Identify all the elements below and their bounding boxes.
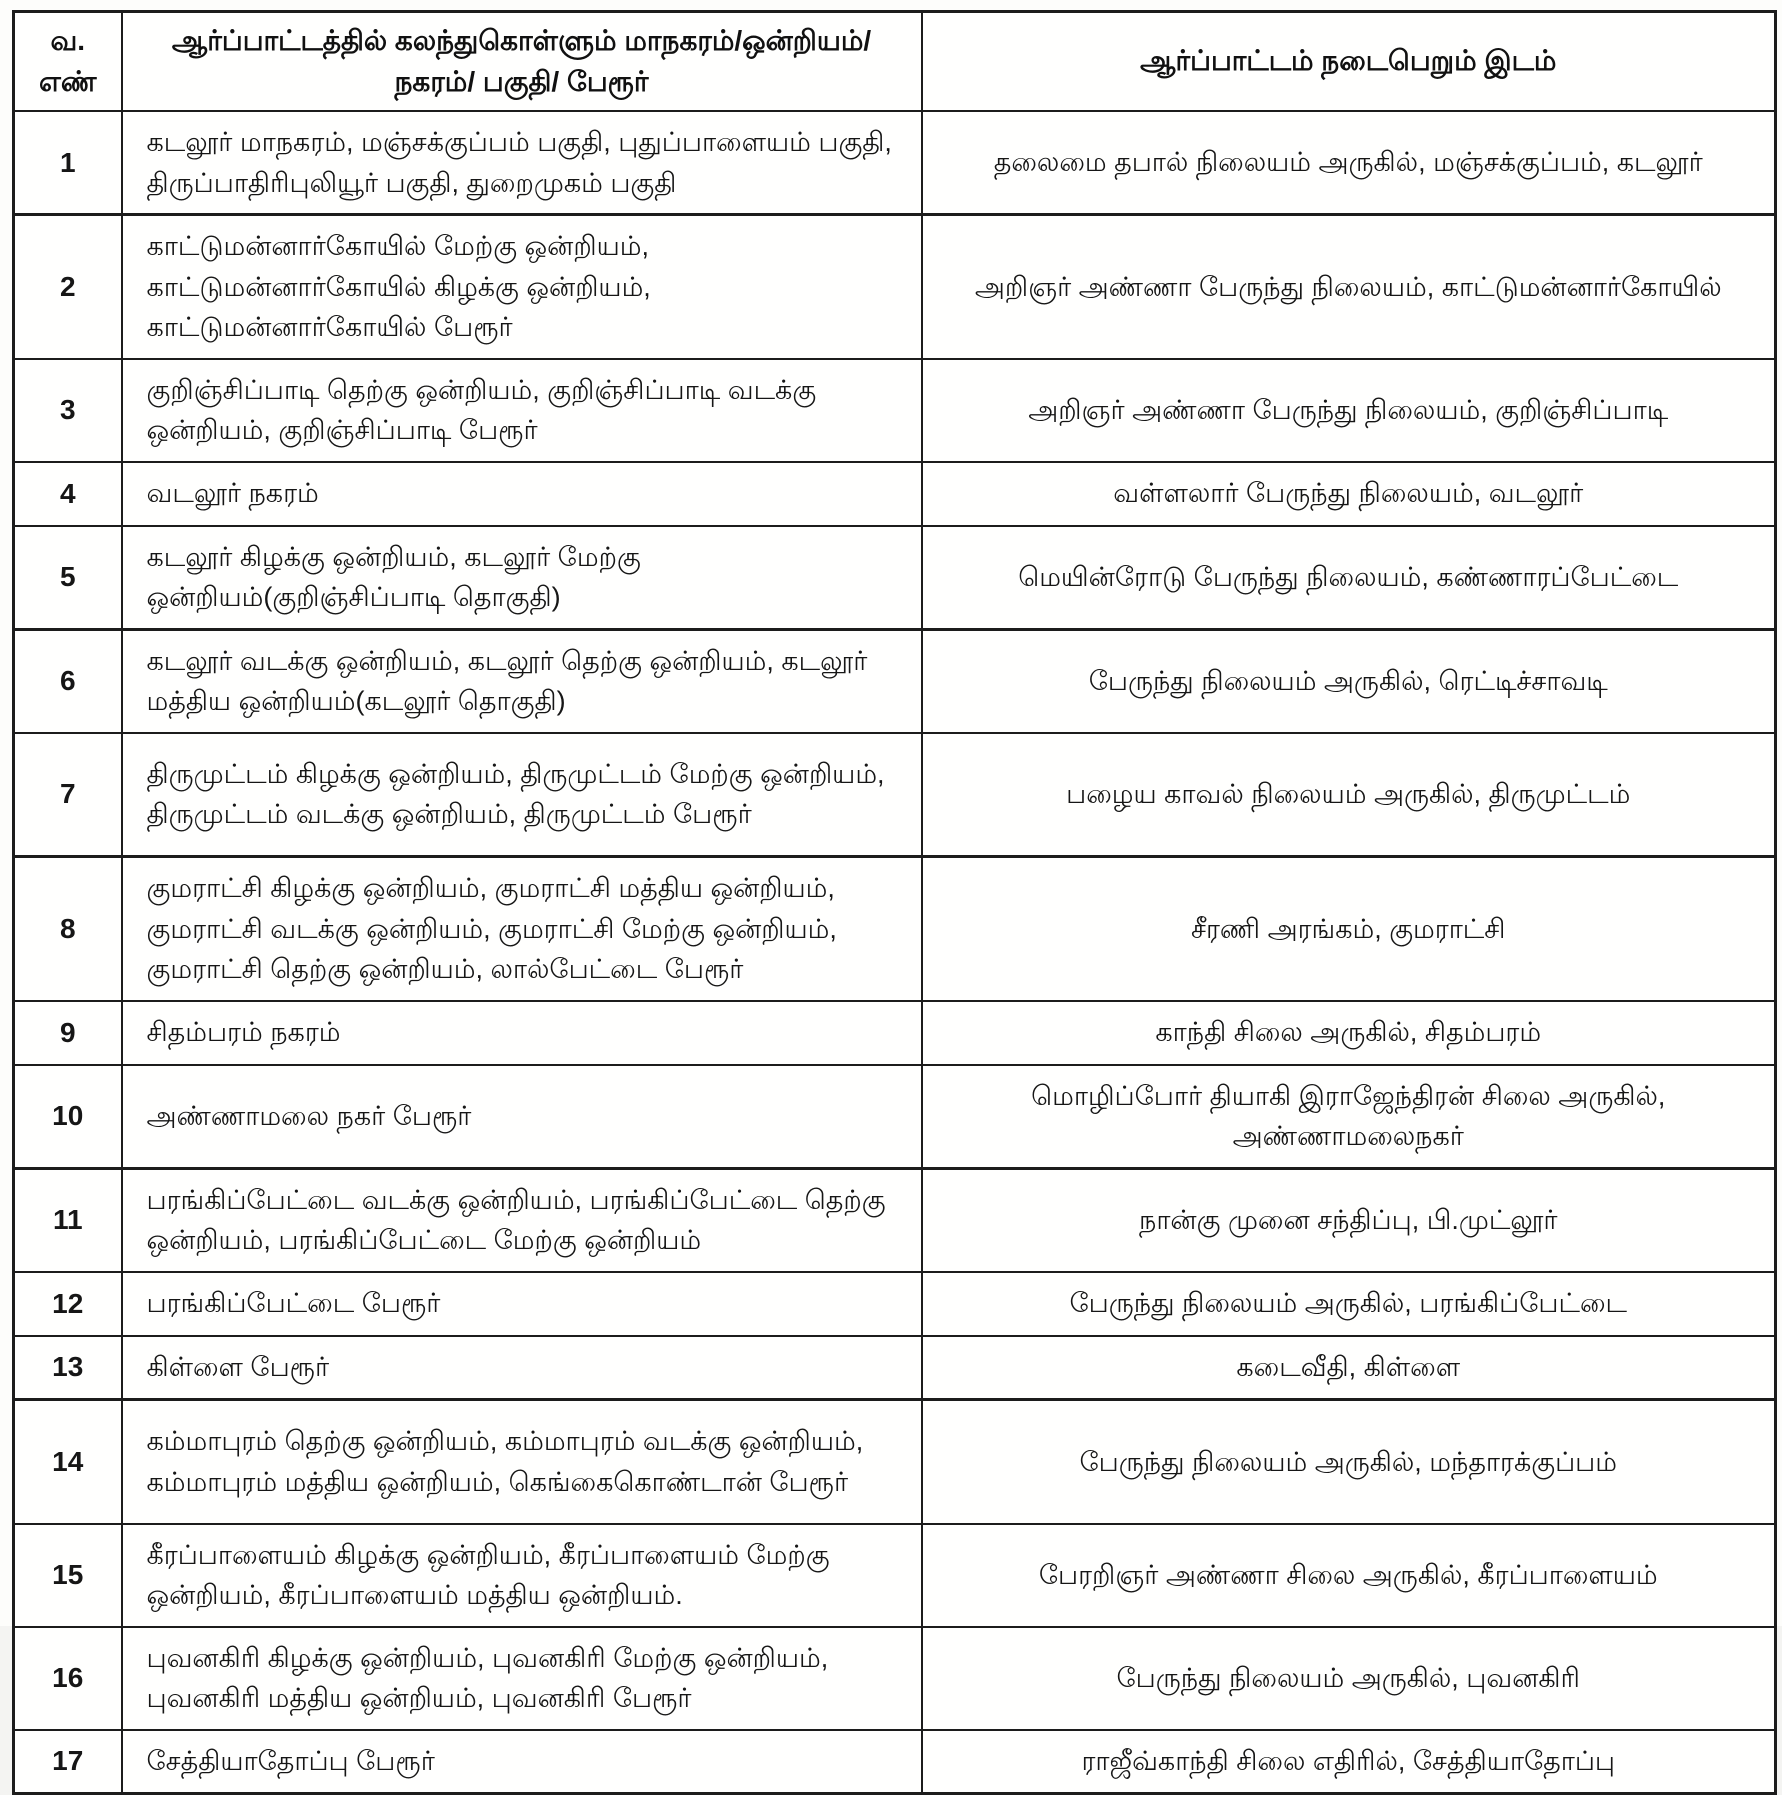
protest-venue: பேருந்து நிலையம் அருகில், புவனகிரி xyxy=(920,1625,1777,1731)
participating-areas: பரங்கிப்பேட்டை வடக்கு ஒன்றியம், பரங்கிப்… xyxy=(120,1166,923,1273)
protest-venue: பேருந்து நிலையம் அருகில், ரெட்டிச்சாவடி xyxy=(920,627,1777,734)
table-row: 5 கடலூர் கிழக்கு ஒன்றியம், கடலூர் மேற்கு… xyxy=(12,524,1777,631)
protest-venue: மெயின்ரோடு பேருந்து நிலையம், கண்ணாரப்பேட… xyxy=(920,524,1777,631)
participating-areas: அண்ணாமலை நகர் பேரூர் xyxy=(120,1063,923,1170)
serial-number: 2 xyxy=(12,213,123,360)
protest-venue: காந்தி சிலை அருகில், சிதம்பரம் xyxy=(920,999,1777,1066)
table-row: 10 அண்ணாமலை நகர் பேரூர் மொழிப்போர் தியாக… xyxy=(12,1063,1777,1170)
protest-venue: அறிஞர் அண்ணா பேருந்து நிலையம், குறிஞ்சிப… xyxy=(920,357,1777,463)
serial-number: 7 xyxy=(12,731,123,858)
protest-venue: பேருந்து நிலையம் அருகில், மந்தாரக்குப்பம… xyxy=(920,1398,1777,1525)
protest-schedule-table: வ. எண் ஆர்ப்பாட்டத்தில் கலந்துகொள்ளும் ம… xyxy=(12,10,1777,1795)
table-row: 12 பரங்கிப்பேட்டை பேரூர் பேருந்து நிலையம… xyxy=(12,1270,1777,1337)
scanned-document-page: வ. எண் ஆர்ப்பாட்டத்தில் கலந்துகொள்ளும் ம… xyxy=(12,10,1777,1795)
serial-number: 1 xyxy=(12,110,123,216)
serial-number: 6 xyxy=(12,627,123,734)
table-row: 4 வடலூர் நகரம் வள்ளலார் பேருந்து நிலையம்… xyxy=(12,460,1777,527)
participating-areas: காட்டுமன்னார்கோயில் மேற்கு ஒன்றியம், காட… xyxy=(120,213,923,360)
table-row: 9 சிதம்பரம் நகரம் காந்தி சிலை அருகில், ச… xyxy=(12,999,1777,1066)
table-row: 11 பரங்கிப்பேட்டை வடக்கு ஒன்றியம், பரங்க… xyxy=(12,1166,1777,1273)
table-row: 14 கம்மாபுரம் தெற்கு ஒன்றியம், கம்மாபுரம… xyxy=(12,1398,1777,1525)
serial-number: 4 xyxy=(12,460,123,527)
protest-venue: பழைய காவல் நிலையம் அருகில், திருமுட்டம் xyxy=(920,731,1777,858)
serial-number: 14 xyxy=(12,1398,123,1525)
participating-areas: கம்மாபுரம் தெற்கு ஒன்றியம், கம்மாபுரம் வ… xyxy=(120,1398,923,1525)
header-serial-number: வ. எண் xyxy=(12,10,123,113)
participating-areas: கடலூர் கிழக்கு ஒன்றியம், கடலூர் மேற்கு ஒ… xyxy=(120,524,923,631)
participating-areas: கிள்ளை பேரூர் xyxy=(120,1334,923,1401)
participating-areas: புவனகிரி கிழக்கு ஒன்றியம், புவனகிரி மேற்… xyxy=(120,1625,923,1731)
table-row: 17 சேத்தியாதோப்பு பேரூர் ராஜீவ்காந்தி சி… xyxy=(12,1728,1777,1795)
participating-areas: குறிஞ்சிப்பாடி தெற்கு ஒன்றியம், குறிஞ்சி… xyxy=(120,357,923,463)
table-row: 7 திருமுட்டம் கிழக்கு ஒன்றியம், திருமுட்… xyxy=(12,731,1777,858)
table-row: 1 கடலூர் மாநகரம், மஞ்சக்குப்பம் பகுதி, ப… xyxy=(12,110,1777,216)
protest-venue: நான்கு முனை சந்திப்பு, பி.முட்லூர் xyxy=(920,1166,1777,1273)
table-row: 13 கிள்ளை பேரூர் கடைவீதி, கிள்ளை xyxy=(12,1334,1777,1401)
serial-number: 16 xyxy=(12,1625,123,1731)
protest-venue: பேரறிஞர் அண்ணா சிலை அருகில், கீரப்பாளையம… xyxy=(920,1522,1777,1628)
serial-number: 12 xyxy=(12,1270,123,1337)
protest-venue: மொழிப்போர் தியாகி இராஜேந்திரன் சிலை அருக… xyxy=(920,1063,1777,1170)
table-row: 8 குமராட்சி கிழக்கு ஒன்றியம், குமராட்சி … xyxy=(12,855,1777,1002)
table-row: 6 கடலூர் வடக்கு ஒன்றியம், கடலூர் தெற்கு … xyxy=(12,627,1777,734)
table-row: 16 புவனகிரி கிழக்கு ஒன்றியம், புவனகிரி ம… xyxy=(12,1625,1777,1731)
serial-number: 10 xyxy=(12,1063,123,1170)
serial-number: 15 xyxy=(12,1522,123,1628)
protest-venue: சீரணி அரங்கம், குமராட்சி xyxy=(920,855,1777,1002)
serial-number: 8 xyxy=(12,855,123,1002)
serial-number: 3 xyxy=(12,357,123,463)
participating-areas: வடலூர் நகரம் xyxy=(120,460,923,527)
serial-number: 11 xyxy=(12,1166,123,1273)
participating-areas: கீரப்பாளையம் கிழக்கு ஒன்றியம், கீரப்பாளை… xyxy=(120,1522,923,1628)
table-row: 15 கீரப்பாளையம் கிழக்கு ஒன்றியம், கீரப்ப… xyxy=(12,1522,1777,1628)
protest-venue: கடைவீதி, கிள்ளை xyxy=(920,1334,1777,1401)
protest-venue: பேருந்து நிலையம் அருகில், பரங்கிப்பேட்டை xyxy=(920,1270,1777,1337)
serial-number: 5 xyxy=(12,524,123,631)
table-row: 2 காட்டுமன்னார்கோயில் மேற்கு ஒன்றியம், க… xyxy=(12,213,1777,360)
protest-venue: ராஜீவ்காந்தி சிலை எதிரில், சேத்தியாதோப்ப… xyxy=(920,1728,1777,1795)
serial-number: 9 xyxy=(12,999,123,1066)
participating-areas: திருமுட்டம் கிழக்கு ஒன்றியம், திருமுட்டம… xyxy=(120,731,923,858)
header-protest-venue: ஆர்ப்பாட்டம் நடைபெறும் இடம் xyxy=(920,10,1777,113)
participating-areas: குமராட்சி கிழக்கு ஒன்றியம், குமராட்சி மத… xyxy=(120,855,923,1002)
participating-areas: சிதம்பரம் நகரம் xyxy=(120,999,923,1066)
protest-venue: வள்ளலார் பேருந்து நிலையம், வடலூர் xyxy=(920,460,1777,527)
participating-areas: கடலூர் மாநகரம், மஞ்சக்குப்பம் பகுதி, புத… xyxy=(120,110,923,216)
table-header-row: வ. எண் ஆர்ப்பாட்டத்தில் கலந்துகொள்ளும் ம… xyxy=(12,10,1777,113)
serial-number: 13 xyxy=(12,1334,123,1401)
protest-venue: அறிஞர் அண்ணா பேருந்து நிலையம், காட்டுமன்… xyxy=(920,213,1777,360)
header-participating-areas: ஆர்ப்பாட்டத்தில் கலந்துகொள்ளும் மாநகரம்/… xyxy=(120,10,923,113)
participating-areas: கடலூர் வடக்கு ஒன்றியம், கடலூர் தெற்கு ஒன… xyxy=(120,627,923,734)
participating-areas: சேத்தியாதோப்பு பேரூர் xyxy=(120,1728,923,1795)
serial-number: 17 xyxy=(12,1728,123,1795)
participating-areas: பரங்கிப்பேட்டை பேரூர் xyxy=(120,1270,923,1337)
table-row: 3 குறிஞ்சிப்பாடி தெற்கு ஒன்றியம், குறிஞ்… xyxy=(12,357,1777,463)
protest-venue: தலைமை தபால் நிலையம் அருகில், மஞ்சக்குப்ப… xyxy=(920,110,1777,216)
